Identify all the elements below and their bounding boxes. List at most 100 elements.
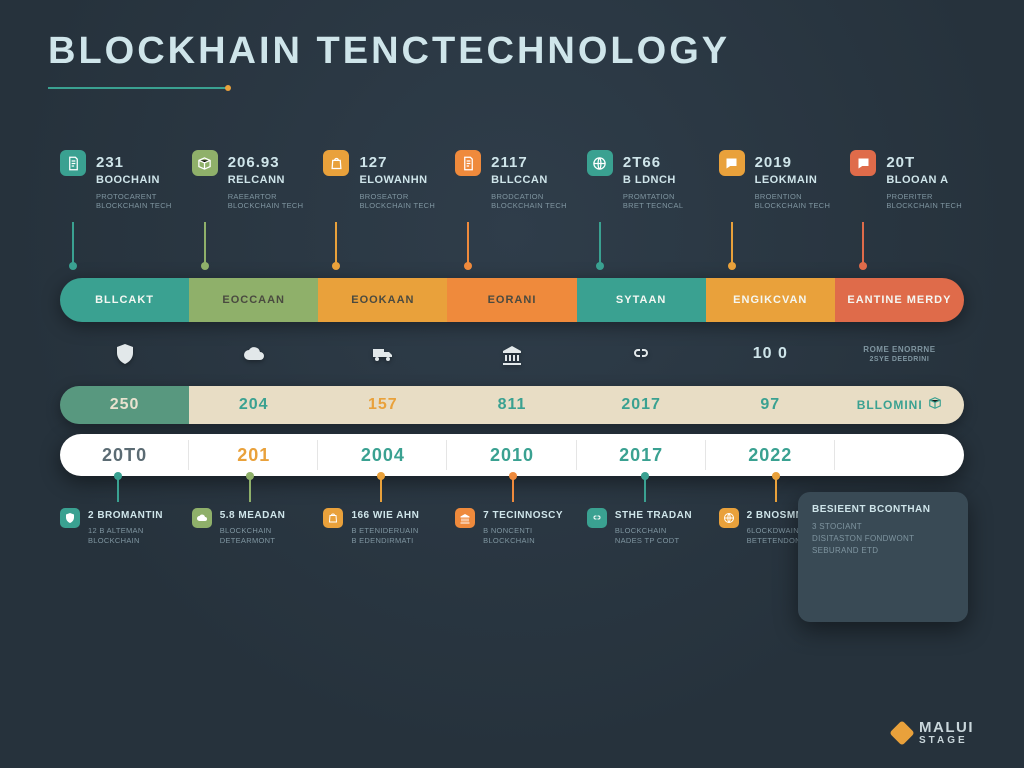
year-segment: 2017 xyxy=(577,434,706,476)
bottom-desc: B ETENIDERUAINB EDENDIRMATI xyxy=(351,526,437,546)
top-year: 206.93 xyxy=(228,154,280,171)
mini-badge-icon xyxy=(455,508,475,528)
mini-badge-icon xyxy=(719,508,739,528)
top-desc: PROERITERBLOCKCHAIN TECH xyxy=(886,192,964,211)
logo-text: MALUI xyxy=(919,719,974,736)
logo-icon xyxy=(889,720,914,745)
infographic-content: 231 BOOCHAIN PROTOCARENTBLOCKCHAIN TECH … xyxy=(60,150,964,678)
top-desc: BROSEATORBLOCKCHAIN TECH xyxy=(359,192,437,211)
category-band: BLLCAKTEOCCAANEOOKAANEORANISYTAANENGIKCV… xyxy=(60,278,964,322)
connector-line xyxy=(249,476,251,502)
connector-line xyxy=(72,222,74,266)
bottom-desc: BLOCKCHAINDETEARMONT xyxy=(220,526,306,546)
top-header-row: 231 BOOCHAIN PROTOCARENTBLOCKCHAIN TECH … xyxy=(60,150,964,260)
band-segment: EANTINE MERDY xyxy=(835,278,964,322)
top-year: 231 xyxy=(96,154,124,171)
mid-icon xyxy=(189,332,318,376)
badge-icon xyxy=(60,150,86,176)
band-segment: EORANI xyxy=(447,278,576,322)
bottom-title: 7 TECINNOSCY xyxy=(483,510,563,521)
top-heading: B LDNCH xyxy=(623,174,676,186)
callout-line: SEBURAND ETD xyxy=(812,545,954,557)
top-cell: 231 BOOCHAIN PROTOCARENTBLOCKCHAIN TECH xyxy=(60,150,174,260)
top-year: 20T xyxy=(886,154,915,171)
connector-line xyxy=(512,476,514,502)
callout-line: DISITASTON FONDWONT xyxy=(812,533,954,545)
badge-icon xyxy=(850,150,876,176)
connector-line xyxy=(204,222,206,266)
mid-icon xyxy=(577,332,706,376)
top-cell: 127 ELOWANHN BROSEATORBLOCKCHAIN TECH xyxy=(323,150,437,260)
top-cell: 206.93 RELCANN RAEEARTORBLOCKCHAIN TECH xyxy=(192,150,306,260)
mini-badge-icon xyxy=(60,508,80,528)
bottom-desc: B NONCENTIBLOCKCHAIN xyxy=(483,526,569,546)
connector-line xyxy=(380,476,382,502)
band-segment: EOOKAAN xyxy=(318,278,447,322)
top-heading: BOOCHAIN xyxy=(96,174,160,186)
bottom-cell: STHE TRADAN BLOCKCHAINNADES TP CODT xyxy=(587,504,701,634)
bottom-cell: 7 TECINNOSCY B NONCENTIBLOCKCHAIN xyxy=(455,504,569,634)
year-band: 20T02012004201020172022 xyxy=(60,434,964,476)
mid-icon: ROME ENORRNE2SYE DEEDRINI xyxy=(835,332,964,376)
logo-text-wrap: MALUI STAGE xyxy=(919,719,974,746)
badge-icon xyxy=(719,150,745,176)
year-segment: 201 xyxy=(189,434,318,476)
top-year: 2T66 xyxy=(623,154,661,171)
value-segment: BLLOMINI xyxy=(835,386,964,424)
top-heading: ELOWANHN xyxy=(359,174,427,186)
connector-line xyxy=(117,476,119,502)
connector-line xyxy=(335,222,337,266)
mid-icon: 10 0 xyxy=(706,332,835,376)
top-desc: PROMTATIONBRET TECNCAL xyxy=(623,192,701,211)
year-segment: 2004 xyxy=(318,434,447,476)
badge-icon xyxy=(455,150,481,176)
bottom-title: STHE TRADAN xyxy=(615,510,692,521)
logo-subtext: STAGE xyxy=(919,735,974,746)
top-desc: BRODCATIONBLOCKCHAIN TECH xyxy=(491,192,569,211)
bottom-title: 166 WIE AHN xyxy=(351,510,419,521)
connector-line xyxy=(599,222,601,266)
year-segment: 2010 xyxy=(447,434,576,476)
top-heading: BLOOAN A xyxy=(886,174,948,186)
callout-line: 3 STOCIANT xyxy=(812,521,954,533)
bottom-cell: 2 BROMANTIN 12 B ALTEMANBLOCKCHAIN xyxy=(60,504,174,634)
badge-icon xyxy=(192,150,218,176)
bottom-desc: BLOCKCHAINNADES TP CODT xyxy=(615,526,701,546)
top-heading: BLLCCAN xyxy=(491,174,548,186)
value-segment: 250 xyxy=(60,386,189,424)
bottom-desc: 12 B ALTEMANBLOCKCHAIN xyxy=(88,526,174,546)
value-segment: 811 xyxy=(447,386,576,424)
top-desc: PROTOCARENTBLOCKCHAIN TECH xyxy=(96,192,174,211)
top-heading: LEOKMAIN xyxy=(755,174,818,186)
mid-icon xyxy=(318,332,447,376)
footer-logo: MALUI STAGE xyxy=(893,719,974,746)
callout-title: BESIEENT BCONTHAN xyxy=(812,504,954,515)
connector-line xyxy=(775,476,777,502)
top-cell: 2117 BLLCCAN BRODCATIONBLOCKCHAIN TECH xyxy=(455,150,569,260)
top-year: 2019 xyxy=(755,154,792,171)
top-desc: RAEEARTORBLOCKCHAIN TECH xyxy=(228,192,306,211)
bottom-cell: 5.8 MEADAN BLOCKCHAINDETEARMONT xyxy=(192,504,306,634)
callout-box: BESIEENT BCONTHAN 3 STOCIANTDISITASTON FO… xyxy=(798,492,968,622)
mini-badge-icon xyxy=(323,508,343,528)
title-area: BLOCKHAIN TENCTECHNOLOGY xyxy=(48,30,976,89)
connector-line xyxy=(467,222,469,266)
top-cell: 2T66 B LDNCH PROMTATIONBRET TECNCAL xyxy=(587,150,701,260)
mid-icon xyxy=(60,332,189,376)
title-rule xyxy=(48,87,228,89)
band-segment: SYTAAN xyxy=(577,278,706,322)
bottom-row: 2 BROMANTIN 12 B ALTEMANBLOCKCHAIN 5.8 M… xyxy=(60,504,964,634)
top-year: 127 xyxy=(359,154,387,171)
mini-badge-icon xyxy=(192,508,212,528)
value-segment: 2017 xyxy=(577,386,706,424)
top-desc: BROENTIONBLOCKCHAIN TECH xyxy=(755,192,833,211)
bottom-title: 5.8 MEADAN xyxy=(220,510,286,521)
top-cell: 20T BLOOAN A PROERITERBLOCKCHAIN TECH xyxy=(850,150,964,260)
value-segment: 204 xyxy=(189,386,318,424)
mid-icon xyxy=(447,332,576,376)
bottom-cell: 166 WIE AHN B ETENIDERUAINB EDENDIRMATI xyxy=(323,504,437,634)
value-segment: 97 xyxy=(706,386,835,424)
rule-dot-icon xyxy=(225,85,231,91)
band-segment: EOCCAAN xyxy=(189,278,318,322)
connector-line xyxy=(862,222,864,266)
